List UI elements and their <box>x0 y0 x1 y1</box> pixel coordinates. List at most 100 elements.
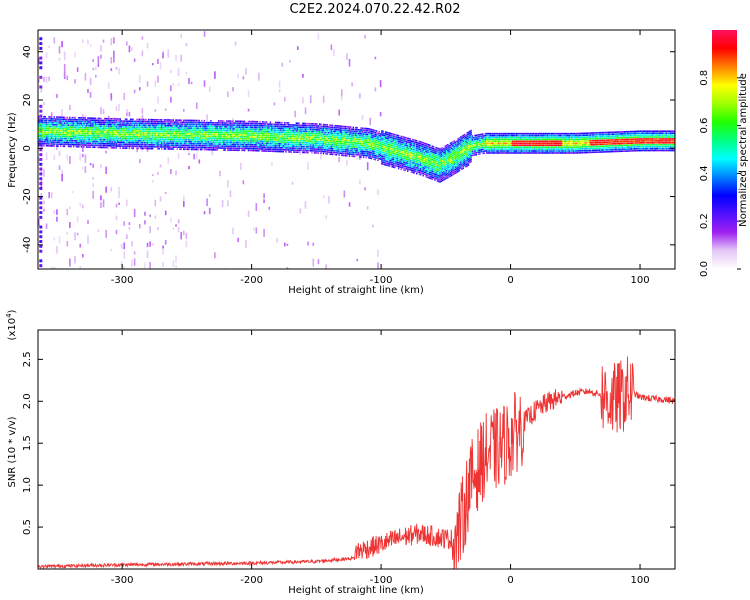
spectrogram-cell <box>396 159 399 162</box>
spectrogram-cell <box>124 137 127 140</box>
spectrogram-cell <box>52 125 54 128</box>
spectrogram-cell <box>357 140 360 143</box>
spectrogram-cell <box>195 140 198 143</box>
spectrogram-cell <box>246 132 248 134</box>
spectrogram-cell <box>342 125 344 128</box>
spectrogram-cell <box>325 149 327 151</box>
spectrogram-speckle <box>309 95 312 103</box>
spectrogram-cell <box>312 146 314 148</box>
spectrogram-cell <box>53 145 55 147</box>
spectrogram-cell <box>368 133 370 136</box>
spectrogram-cell <box>369 149 371 152</box>
spectrogram-cell <box>291 133 294 136</box>
spectrogram-cell <box>394 158 396 161</box>
spectrogram-speckle <box>289 60 291 63</box>
spectrogram-cell <box>326 153 329 155</box>
spectrogram-cell <box>351 128 353 130</box>
spectrogram-cell <box>386 162 388 165</box>
spectrogram-cell <box>92 138 94 141</box>
spectrogram-cell <box>79 117 81 119</box>
spectrogram-cell <box>320 140 322 143</box>
spectrogram-cell <box>85 146 88 148</box>
spectrogram-cell <box>286 127 288 130</box>
spectrogram-cell <box>355 146 357 148</box>
spectrogram-cell <box>298 147 300 150</box>
spectrogram-cell <box>406 137 409 140</box>
spectrogram-cell <box>91 123 93 125</box>
spectrogram-cell <box>149 142 151 144</box>
spectrogram-speckle <box>58 46 61 54</box>
spectrogram-cell <box>252 143 255 146</box>
spectrogram-cell <box>179 136 181 139</box>
spectrogram-cell <box>360 129 362 131</box>
spectrogram-cell <box>335 128 338 131</box>
spectrogram-cell <box>160 144 163 146</box>
spectrogram-cell <box>72 118 75 121</box>
spectrogram-cell <box>193 127 195 130</box>
spectrogram-cell <box>188 131 190 133</box>
spectrogram-cell <box>338 146 340 149</box>
spectrogram-cell <box>408 164 410 167</box>
spectrogram-cell <box>62 118 64 121</box>
spectrogram-cell <box>298 149 300 152</box>
spectrogram-cell <box>374 145 377 147</box>
spectrogram-cell <box>39 141 41 143</box>
spectrogram-cell <box>157 119 159 121</box>
spectrogram-cell <box>87 138 89 141</box>
spectrogram-cell <box>245 136 247 138</box>
spectrogram-cell <box>392 139 395 141</box>
spectrogram-cell <box>210 148 212 151</box>
spectrogram-speckle <box>56 216 58 222</box>
spectrogram-cell <box>395 159 397 161</box>
spectrogram-cell <box>203 127 206 130</box>
spectrogram-cell <box>340 142 343 145</box>
spectrogram-cell <box>154 132 156 135</box>
spectrogram-speckle <box>208 207 211 215</box>
spectrogram-speckle <box>43 169 45 177</box>
spectrogram-cell <box>171 136 173 139</box>
spectrogram-cell <box>80 138 83 140</box>
spectrogram-cell <box>300 138 303 140</box>
spectrogram-cell <box>186 125 189 127</box>
spectrogram-cell <box>220 133 222 136</box>
spectrogram-cell <box>82 130 84 133</box>
spectrogram-cell <box>148 143 150 146</box>
spectrogram-cell <box>355 142 357 144</box>
spectrogram-cell <box>401 145 404 148</box>
spectrogram-cell <box>271 148 273 151</box>
spectrogram-cell <box>320 146 322 149</box>
spectrogram-cell <box>291 147 294 149</box>
spectrogram-cell <box>76 126 79 129</box>
spectrogram-cell <box>217 124 220 126</box>
spectrogram-cell <box>304 151 307 154</box>
spectrogram-cell <box>234 139 237 142</box>
spectrogram-cell <box>369 134 371 136</box>
spectrogram-cell <box>306 145 308 148</box>
spectrogram-cell <box>259 142 261 144</box>
spectrogram-cell <box>184 148 186 151</box>
spectrogram-cell <box>146 136 149 138</box>
spectrogram-cell <box>343 133 345 136</box>
spectrogram-cell <box>105 137 107 139</box>
spectrogram-cell <box>100 144 102 147</box>
spectrogram-cell <box>342 137 344 139</box>
spectrogram-cell <box>41 144 44 147</box>
spectrogram-cell <box>404 165 406 168</box>
spectrogram-cell <box>78 132 80 135</box>
spectrogram-cell <box>269 134 272 137</box>
spectrogram-cell <box>189 129 191 131</box>
spectrogram-cell <box>129 120 132 123</box>
spectrogram-cell <box>80 124 83 127</box>
spectrogram-cell <box>247 132 250 134</box>
spectrogram-cell <box>290 131 292 134</box>
spectrogram-cell <box>347 153 349 155</box>
spectrogram-cell <box>337 144 339 147</box>
spectrogram-cell <box>403 155 405 158</box>
spectrogram-cell <box>92 146 94 149</box>
spectrogram-cell <box>404 140 406 143</box>
spectrogram-cell <box>70 128 72 130</box>
spectrogram-cell <box>390 146 392 148</box>
spectrogram-cell <box>379 140 382 143</box>
spectrogram-cell <box>397 152 400 154</box>
spectrogram-speckle <box>128 45 131 53</box>
